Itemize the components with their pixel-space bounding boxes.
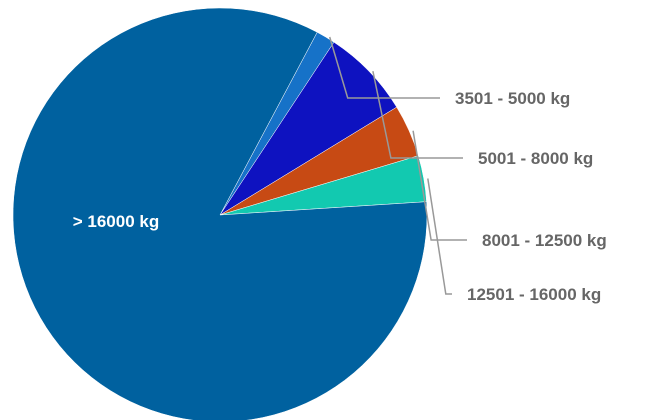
- slice-label-2: 5001 - 8000 kg: [478, 149, 593, 168]
- leader-line-4: [427, 178, 452, 295]
- leader-line-3: [412, 130, 467, 241]
- leader-lines: [328, 36, 467, 295]
- slice-labels: 3501 - 5000 kg 5001 - 8000 kg 8001 - 12500…: [73, 89, 607, 304]
- slice-label-5: > 16000 kg: [73, 212, 160, 231]
- slice-label-4: 12501 - 16000 kg: [467, 285, 601, 304]
- leader-line-2: [372, 71, 463, 159]
- slice-label-3: 8001 - 12500 kg: [482, 231, 607, 250]
- slice-label-1: 3501 - 5000 kg: [455, 89, 570, 108]
- pie-slice-5: [12, 7, 428, 420]
- leader-line-1: [328, 36, 440, 99]
- pie-slices: [12, 7, 428, 420]
